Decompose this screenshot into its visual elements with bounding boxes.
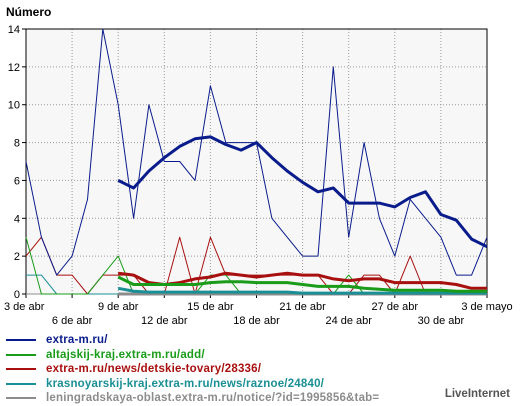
x-tick-label: 15 de abr (187, 301, 234, 313)
legend-item: extra-m.ru/news/detskie-tovary/28336/ (6, 362, 379, 377)
brand-label: LiveInternet (444, 388, 510, 400)
x-tick-label: 21 de abr (279, 301, 326, 313)
x-tick-label: 18 de abr (233, 315, 280, 327)
legend-item: leningradskaya-oblast.extra-m.ru/notice/… (6, 391, 379, 406)
legend-label: altajskij-kraj.extra-m.ru/add/ (46, 348, 205, 361)
x-tick-label: 24 de abr (325, 315, 372, 327)
legend-label: krasnoyarskij-kraj.extra-m.ru/news/razno… (46, 377, 325, 390)
legend-swatch (6, 353, 36, 356)
series-average-line (117, 135, 488, 249)
legend-swatch (6, 382, 36, 385)
x-tick-label: 30 de abr (418, 315, 465, 327)
y-tick-label: 4 (14, 213, 20, 225)
y-tick-label: 6 (14, 175, 20, 187)
chart-svg: Número 0 2 4 6 8 10 12 14 3 de abr 9 de abr 15 de … (4, 5, 513, 327)
x-tick-label: 3 de mayo (461, 301, 512, 313)
legend-label: extra-m.ru/news/detskie-tovary/28336/ (46, 363, 262, 376)
y-tick-label: 0 (14, 289, 20, 301)
legend-item: altajskij-kraj.extra-m.ru/add/ (6, 348, 379, 363)
x-tick-label: 6 de abr (52, 315, 93, 327)
legend-swatch (6, 339, 36, 342)
y-tick-label: 10 (8, 100, 20, 112)
y-tick-label: 14 (8, 24, 20, 36)
y-axis-title: Número (6, 5, 51, 19)
legend-swatch (6, 368, 36, 371)
x-tick-label: 9 de abr (98, 301, 139, 313)
y-tick-label: 8 (14, 138, 20, 150)
legend-item: krasnoyarskij-kraj.extra-m.ru/news/razno… (6, 377, 379, 392)
series-average-line (118, 271, 487, 290)
y-tick-label: 2 (14, 251, 20, 263)
x-tick-label: 27 de abr (372, 301, 419, 313)
series-average-line (117, 275, 487, 293)
series-average-line (117, 286, 487, 295)
x-tick-label: 12 de abr (141, 315, 188, 327)
legend-swatch (6, 397, 36, 400)
x-tick-label: 3 de abr (4, 301, 45, 313)
legend: extra-m.ru/altajskij-kraj.extra-m.ru/add… (6, 333, 379, 406)
plot-area: 0 2 4 6 8 10 12 14 3 de abr 9 de abr 15 de abr 21 d… (4, 24, 513, 327)
legend-label: leningradskaya-oblast.extra-m.ru/notice/… (46, 392, 380, 405)
legend-label: extra-m.ru/ (46, 334, 108, 347)
y-tick-label: 12 (8, 62, 20, 74)
legend-item: extra-m.ru/ (6, 333, 379, 348)
